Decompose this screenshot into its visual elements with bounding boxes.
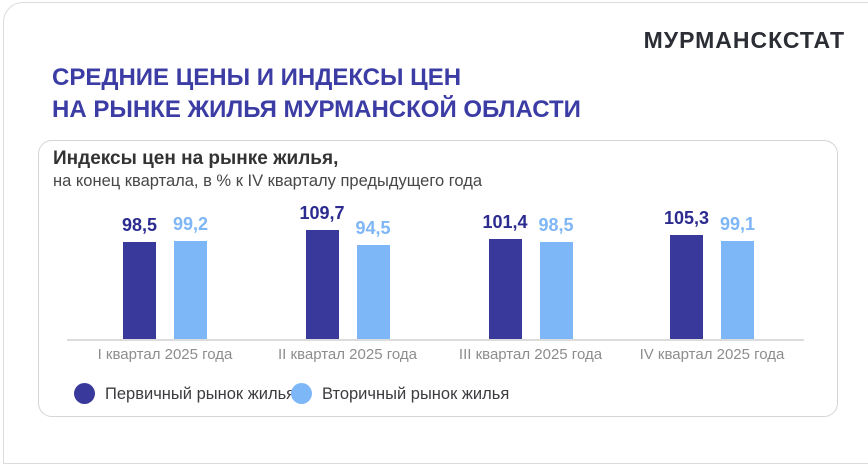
page: МУРМАНСКСТАТ СРЕДНИЕ ЦЕНЫ И ИНДЕКСЫ ЦЕН Н… [3,2,868,464]
bar-value-primary: 105,3 [663,207,710,228]
chart-title: Индексы цен на рынке жилья, [53,148,339,169]
bar-primary [305,230,339,339]
page-title: СРЕДНИЕ ЦЕНЫ И ИНДЕКСЫ ЦЕН НА РЫНКЕ ЖИЛЬЯ… [52,62,581,126]
bar-value-secondary: 94,5 [355,218,391,239]
bar-value-primary: 101,4 [482,211,528,232]
bar-primary [488,238,522,339]
chart-subtitle: на конец квартала, в % к IV кварталу пре… [53,172,483,190]
x-axis-label-3: III квартал 2025 года [458,346,603,363]
bar-secondary [356,245,390,339]
bar-value-secondary: 99,2 [172,213,209,234]
chart-area: 98,5 99,2 109,7 94,5 101,4 98,5 105,3 99,1 [39,141,839,341]
bar-group-4: 105,3 99,1 [664,141,755,339]
bar-value-secondary: 99,1 [719,213,756,234]
x-axis-label-2: II квартал 2025 года [278,346,417,363]
bar-group-1: 98,5 99,2 [122,141,208,339]
bar-secondary [721,240,754,339]
bar-value-secondary: 98,5 [538,214,574,235]
bar-group-2: 109,7 94,5 [299,141,391,339]
x-axis-line [67,339,804,341]
legend: Первичный рынок жилья Вторичный рынок жи… [39,381,839,407]
bar-value-primary: 109,7 [299,203,345,224]
legend-marker-secondary [291,383,312,404]
org-logo: МУРМАНСКСТАТ [643,27,845,53]
chart-panel: Индексы цен на рынке жилья, на конец ква… [38,140,838,417]
page-title-line1: СРЕДНИЕ ЦЕНЫ И ИНДЕКСЫ ЦЕН [52,64,462,91]
bar-primary [123,241,156,339]
bar-value-primary: 98,5 [121,214,158,235]
bar-group-3: 101,4 98,5 [482,141,574,339]
legend-marker-primary [74,383,95,404]
x-axis-label-4: IV квартал 2025 года [639,346,785,363]
x-axis-label-1: I квартал 2025 года [97,346,233,363]
bar-secondary [174,240,207,339]
bar-primary [670,234,703,339]
bar-secondary [539,241,573,339]
legend-label-primary: Первичный рынок жилья [105,385,296,403]
page-title-line2: НА РЫНКЕ ЖИЛЬЯ МУРМАНСКОЙ ОБЛАСТИ [52,96,581,123]
legend-label-secondary: Вторичный рынок жилья [322,385,510,403]
